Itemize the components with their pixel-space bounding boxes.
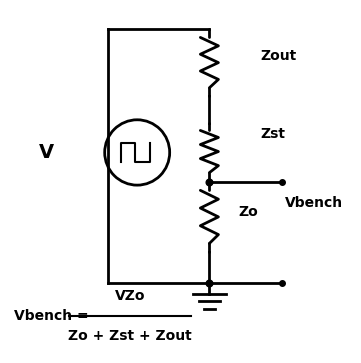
Text: Zout: Zout	[260, 49, 296, 63]
Text: Vbench: Vbench	[285, 196, 343, 210]
Text: Zo: Zo	[238, 205, 258, 219]
Text: Vbench =: Vbench =	[14, 309, 94, 323]
Text: Zst: Zst	[260, 127, 285, 141]
Text: Zo + Zst + Zout: Zo + Zst + Zout	[68, 329, 192, 343]
Text: VZo: VZo	[115, 289, 145, 303]
Text: V: V	[39, 143, 55, 162]
